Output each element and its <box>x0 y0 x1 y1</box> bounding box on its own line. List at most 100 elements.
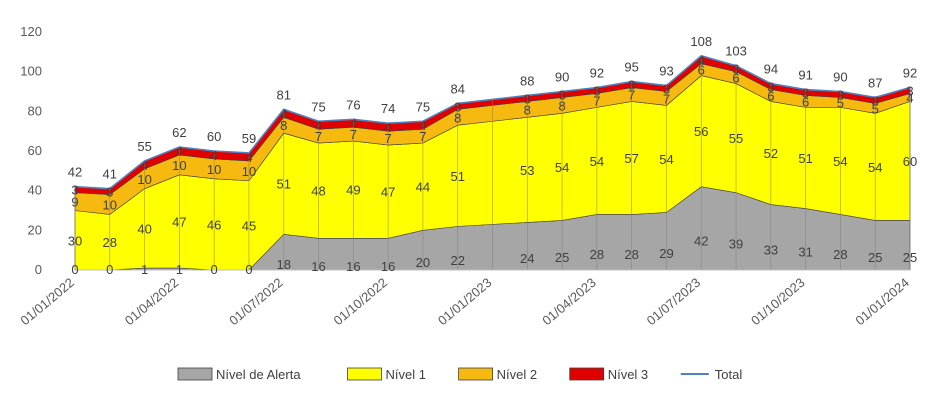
data-label-nivel-1: 49 <box>346 183 360 198</box>
data-label-total: 74 <box>381 101 395 116</box>
y-tick-label: 20 <box>28 222 42 237</box>
x-tick-label: 01/07/2023 <box>644 275 703 328</box>
data-label-total: 88 <box>520 73 534 88</box>
data-label-total: 95 <box>624 60 638 75</box>
data-label-total: 87 <box>868 75 882 90</box>
x-tick-label: 01/10/2022 <box>331 275 390 328</box>
data-label-nivel-3: 3 <box>906 84 913 99</box>
data-label-nivel-3: 4 <box>141 158 148 173</box>
data-label-nivel-3: 3 <box>663 82 670 97</box>
data-label-total: 92 <box>903 66 917 81</box>
data-label-nivel-1: 54 <box>868 160 882 175</box>
data-label-nivel-1: 44 <box>416 180 430 195</box>
data-label-nivel-1: 55 <box>729 131 743 146</box>
y-tick-label: 60 <box>28 143 42 158</box>
data-label-nivel-1: 54 <box>590 154 604 169</box>
legend-label-nivel-de-alerta: Nível de Alerta <box>216 367 301 382</box>
legend-label-nivel-1: Nível 1 <box>386 367 426 382</box>
data-label-nivel-3: 4 <box>315 118 322 133</box>
x-tick-label: 01/01/2022 <box>17 275 76 328</box>
data-label-total: 42 <box>68 165 82 180</box>
legend-label-nivel-2: Nível 2 <box>497 367 537 382</box>
data-label-nivel-1: 56 <box>694 124 708 139</box>
data-label-nivel-2: 4 <box>906 90 913 105</box>
drop-lines <box>74 55 911 270</box>
data-label-total: 62 <box>172 125 186 140</box>
data-label-total: 75 <box>311 99 325 114</box>
data-label-nivel-1: 47 <box>381 185 395 200</box>
data-label-total: 103 <box>725 44 747 59</box>
data-label-nivel-3: 4 <box>176 144 183 159</box>
data-label-nivel-de-alerta: 25 <box>903 250 917 265</box>
data-label-nivel-3: 3 <box>106 185 113 200</box>
data-label-nivel-3: 3 <box>524 91 531 106</box>
x-tick-label: 01/01/2024 <box>852 275 911 328</box>
y-axis: 0 20 40 60 80 100 120 <box>20 24 42 277</box>
data-label-nivel-1: 51 <box>450 169 464 184</box>
legend: Nível de Alerta Nível 1 Nível 2 Nível 3 Tota… <box>177 367 742 382</box>
data-label-nivel-de-alerta: 39 <box>729 236 743 251</box>
data-label-nivel-2: 8 <box>454 110 461 125</box>
data-label-nivel-de-alerta: 31 <box>798 244 812 259</box>
x-tick-label: 01/04/2023 <box>539 275 598 328</box>
data-label-nivel-2: 7 <box>385 131 392 146</box>
data-label-total: 76 <box>346 97 360 112</box>
legend-label-nivel-3: Nível 3 <box>608 367 648 382</box>
x-tick-label: 01/07/2022 <box>226 275 285 328</box>
data-label-total: 60 <box>207 129 221 144</box>
data-label-nivel-1: 57 <box>624 151 638 166</box>
data-label-nivel-1: 54 <box>555 160 569 175</box>
data-label-nivel-1: 51 <box>277 177 291 192</box>
y-tick-label: 0 <box>35 262 42 277</box>
data-label-nivel-de-alerta: 28 <box>833 247 847 262</box>
data-label-total: 59 <box>242 131 256 146</box>
data-label-nivel-de-alerta: 22 <box>450 253 464 268</box>
data-label-nivel-2: 7 <box>593 93 600 108</box>
data-label-total: 94 <box>764 62 778 77</box>
data-label-nivel-3: 4 <box>350 116 357 131</box>
data-label-nivel-2: 10 <box>207 162 221 177</box>
y-tick-label: 120 <box>20 24 42 39</box>
data-label-nivel-1: 48 <box>311 184 325 199</box>
data-label-nivel-2: 7 <box>419 129 426 144</box>
data-label-total: 90 <box>555 70 569 85</box>
data-label-nivel-de-alerta: 16 <box>346 259 360 274</box>
data-label-nivel-1: 28 <box>103 235 117 250</box>
data-label-nivel-3: 3 <box>767 80 774 95</box>
data-label-nivel-1: 47 <box>172 214 186 229</box>
data-label-nivel-1: 60 <box>903 154 917 169</box>
data-label-nivel-de-alerta: 18 <box>277 257 291 272</box>
data-label-nivel-3: 3 <box>558 87 565 102</box>
data-label-nivel-2: 7 <box>350 127 357 142</box>
data-label-nivel-2: 5 <box>872 101 879 116</box>
data-label-nivel-3: 4 <box>419 118 426 133</box>
data-label-nivel-2: 8 <box>280 118 287 133</box>
data-label-total: 91 <box>798 68 812 83</box>
data-label-nivel-2: 8 <box>524 102 531 117</box>
data-label-nivel-2: 6 <box>698 63 705 78</box>
data-label-nivel-de-alerta: 1 <box>176 262 183 277</box>
data-label-nivel-de-alerta: 28 <box>590 247 604 262</box>
data-label-nivel-3: 4 <box>280 106 287 121</box>
data-label-total: 92 <box>590 66 604 81</box>
data-label-nivel-1: 45 <box>242 218 256 233</box>
data-label-total: 108 <box>690 34 712 49</box>
data-label-nivel-de-alerta: 24 <box>520 251 534 266</box>
data-label-nivel-3: 3 <box>732 62 739 77</box>
data-label-nivel-2: 6 <box>802 94 809 109</box>
data-label-nivel-de-alerta: 0 <box>106 262 113 277</box>
data-label-nivel-3: 3 <box>628 78 635 93</box>
x-tick-label: 01/10/2023 <box>748 275 807 328</box>
legend-swatch-nivel-1 <box>347 367 382 381</box>
data-label-nivel-1: 53 <box>520 163 534 178</box>
data-label-nivel-1: 51 <box>798 151 812 166</box>
data-label-total: 90 <box>833 70 847 85</box>
y-tick-label: 100 <box>20 64 42 79</box>
data-label-nivel-1: 52 <box>764 146 778 161</box>
data-label-nivel-de-alerta: 16 <box>381 259 395 274</box>
data-label-nivel-1: 40 <box>137 221 151 236</box>
data-label-nivel-2: 10 <box>172 158 186 173</box>
data-label-nivel-2: 7 <box>628 87 635 102</box>
